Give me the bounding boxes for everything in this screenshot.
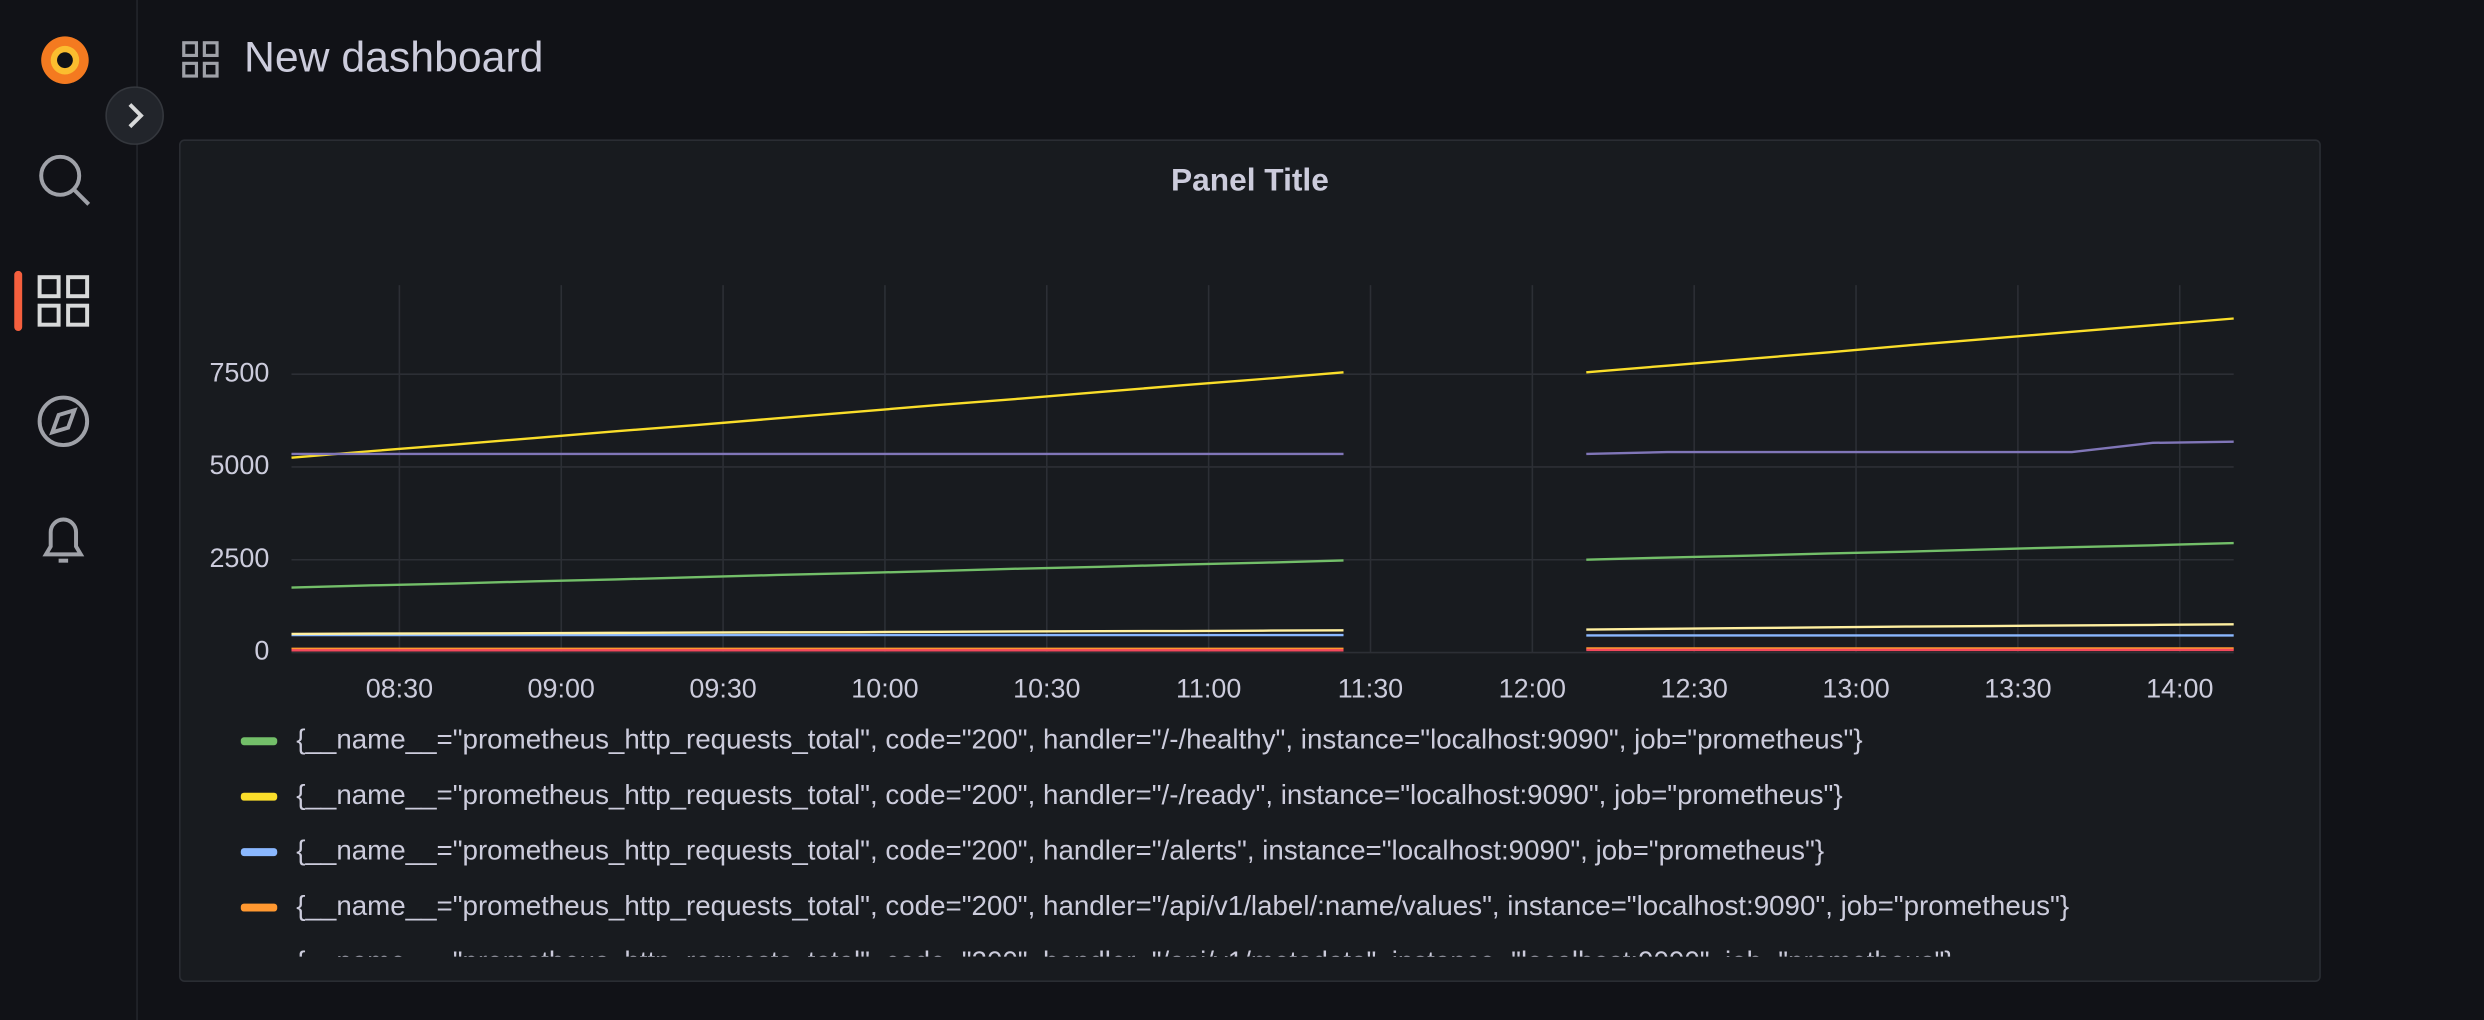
x-tick-label: 08:30 xyxy=(366,674,433,704)
legend-label[interactable]: {__name__="prometheus_http_requests_tota… xyxy=(296,834,1824,865)
legend-swatch[interactable] xyxy=(240,903,278,912)
x-tick-label: 14:00 xyxy=(2146,674,2213,704)
x-tick-label: 11:00 xyxy=(1176,674,1241,704)
x-tick-label: 13:00 xyxy=(1822,674,1889,704)
plot: 0 2500 5000 7500 08:30 09:00 09:30 10:00 10:30 11… xyxy=(209,285,2234,704)
y-tick-label: 7500 xyxy=(209,357,269,387)
explore-icon[interactable] xyxy=(37,395,90,448)
legend-swatch[interactable] xyxy=(240,737,278,746)
sidebar xyxy=(0,0,137,1020)
alerting-icon[interactable] xyxy=(42,517,85,563)
x-tick-label: 13:30 xyxy=(1984,674,2051,704)
dashboards-icon[interactable] xyxy=(37,275,90,327)
active-indicator xyxy=(14,270,23,332)
x-tick-label: 09:00 xyxy=(528,674,595,704)
dashboard-icon xyxy=(182,41,219,78)
legend-label[interactable]: {__name__="prometheus_http_requests_tota… xyxy=(296,890,2069,921)
expand-menu-button[interactable] xyxy=(105,86,164,145)
x-tick-label: 11:30 xyxy=(1338,674,1403,704)
y-tick-label: 2500 xyxy=(209,543,269,573)
legend-swatch[interactable] xyxy=(240,792,278,801)
x-tick-label: 10:30 xyxy=(1013,674,1080,704)
legend-label[interactable]: {__name__="prometheus_http_requests_tota… xyxy=(296,945,1953,976)
y-tick-label: 5000 xyxy=(209,450,269,480)
legend-swatch[interactable] xyxy=(240,848,278,857)
panel xyxy=(179,139,2321,982)
x-tick-label: 12:00 xyxy=(1499,674,1566,704)
dashboard-title: New dashboard xyxy=(244,33,543,81)
x-tick-label: 12:30 xyxy=(1661,674,1728,704)
legend: {__name__="prometheus_http_requests_tota… xyxy=(240,724,2069,976)
x-tick-label: 09:30 xyxy=(689,674,756,704)
y-tick-label: 0 xyxy=(254,636,269,666)
series-line xyxy=(291,623,2234,636)
legend-label[interactable]: {__name__="prometheus_http_requests_tota… xyxy=(296,779,1842,810)
series-line xyxy=(291,440,2234,456)
x-tick-label: 10:00 xyxy=(851,674,918,704)
panel-title[interactable]: Panel Title xyxy=(1171,162,1329,198)
grafana-logo[interactable] xyxy=(41,36,89,84)
search-icon[interactable] xyxy=(39,154,91,206)
series-line xyxy=(291,541,2234,589)
legend-label[interactable]: {__name__="prometheus_http_requests_tota… xyxy=(296,724,1862,755)
series-line xyxy=(291,317,2234,459)
